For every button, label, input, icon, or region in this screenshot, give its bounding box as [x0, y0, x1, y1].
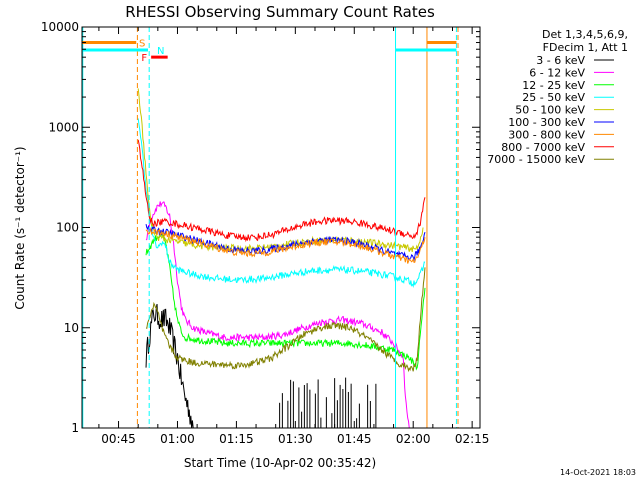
state-bar-label-F: F [141, 53, 147, 64]
series-line-2 [145, 201, 410, 429]
legend-header-line-2: FDecim 1, Att 1 [543, 41, 628, 54]
series-layer [137, 88, 426, 429]
x-axis: 00:45 01:00 01:15 01:30 01:45 02:00 02:15 [98, 27, 490, 446]
x-tick-label: 01:45 [337, 432, 372, 446]
x-tick-label: 00:45 [101, 432, 136, 446]
series-line-8 [137, 139, 426, 243]
y-tick-label: 10000 [41, 20, 79, 34]
x-tick-label: 01:00 [160, 432, 195, 446]
state-bar-label-S: S [139, 39, 145, 50]
legend-label-5: 50 - 100 keV [515, 104, 585, 117]
y-tick-label: 10 [64, 321, 79, 335]
series-line-4 [137, 118, 426, 289]
chart-title: RHESSI Observing Summary Count Rates [125, 3, 435, 21]
y-tick-label: 1 [71, 421, 79, 435]
legend-label-6: 100 - 300 keV [508, 116, 585, 129]
legend-header-line-1: Det 1,3,4,5,6,9, [542, 28, 628, 41]
series-line-7 [145, 226, 426, 264]
plot-frame [81, 26, 481, 429]
legend-label-2: 6 - 12 keV [529, 66, 585, 79]
legend-label-7: 300 - 800 keV [508, 128, 585, 141]
y-tick-label: 100 [56, 221, 79, 235]
x-tick-label: 02:00 [396, 432, 431, 446]
x-tick-label: 01:15 [219, 432, 254, 446]
legend-label-1: 3 - 6 keV [536, 54, 585, 67]
x-tick-label: 02:15 [455, 432, 490, 446]
legend-label-3: 12 - 25 keV [522, 79, 585, 92]
series-line-1 [145, 303, 194, 429]
y-tick-label: 1000 [48, 120, 79, 134]
state-bar-label-N: N [157, 46, 164, 57]
series-line-9 [145, 267, 426, 373]
y-axis-label: Count Rate (s⁻¹ detector⁻¹) [13, 146, 27, 309]
legend-label-9: 7000 - 15000 keV [487, 153, 585, 166]
legend-label-8: 800 - 7000 keV [501, 141, 585, 154]
y-axis: 1 10 100 1000 10000 [41, 20, 480, 435]
legend-label-4: 25 - 50 keV [522, 91, 585, 104]
x-axis-label: Start Time (10-Apr-02 00:35:42) [184, 456, 376, 470]
timestamp: 14-Oct-2021 18:03 [560, 468, 636, 477]
x-tick-label: 01:30 [278, 432, 313, 446]
